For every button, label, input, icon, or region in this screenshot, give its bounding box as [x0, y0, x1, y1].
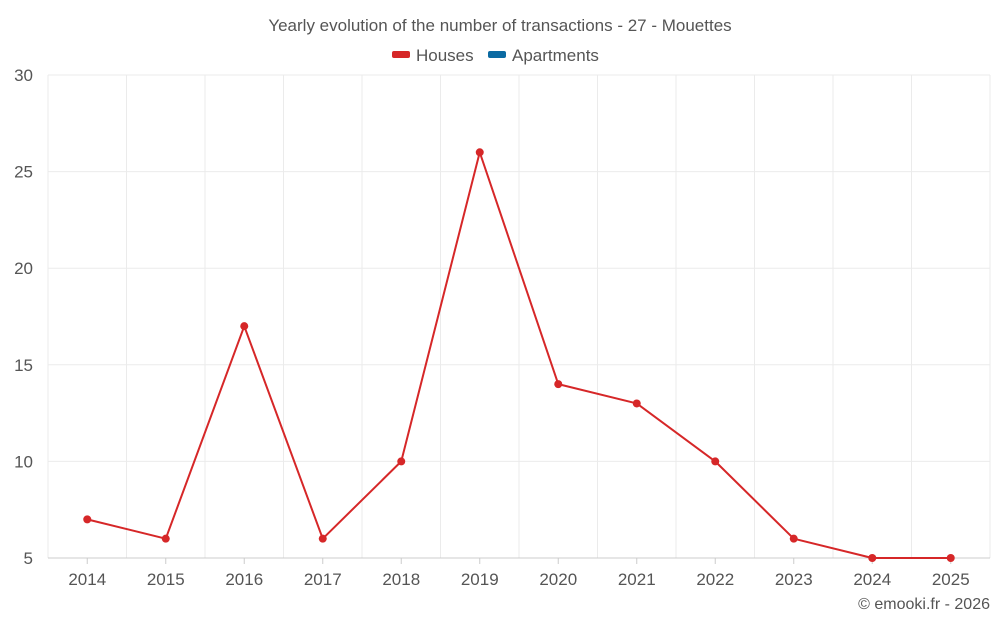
data-point-houses-2016[interactable] — [240, 322, 249, 331]
x-tick-label: 2021 — [618, 570, 656, 589]
data-point-houses-2015[interactable] — [161, 534, 170, 543]
x-tick-label: 2017 — [304, 570, 342, 589]
series-line-houses — [87, 151, 951, 559]
data-point-houses-2017[interactable] — [318, 534, 327, 543]
x-tick-label: 2024 — [853, 570, 891, 589]
chart-title: Yearly evolution of the number of transa… — [268, 16, 731, 35]
x-tick-label: 2016 — [225, 570, 263, 589]
x-tick-label: 2019 — [461, 570, 499, 589]
data-point-houses-2018[interactable] — [397, 457, 406, 466]
series-houses — [83, 148, 955, 562]
data-point-houses-2025[interactable] — [946, 554, 955, 562]
data-point-houses-2022[interactable] — [711, 457, 720, 466]
legend: Houses Apartments — [392, 46, 599, 65]
x-tick-label: 2025 — [932, 570, 970, 589]
data-point-houses-2014[interactable] — [83, 515, 92, 524]
legend-item-apartments[interactable]: Apartments — [488, 46, 599, 65]
y-tick-label: 5 — [24, 549, 33, 568]
x-tick-label: 2018 — [382, 570, 420, 589]
x-tick-label: 2014 — [68, 570, 106, 589]
legend-swatch-houses — [392, 51, 410, 58]
data-point-houses-2023[interactable] — [789, 534, 798, 543]
data-point-houses-2024[interactable] — [868, 554, 877, 562]
credit-text: © emooki.fr - 2026 — [858, 596, 990, 613]
data-point-houses-2021[interactable] — [632, 399, 641, 408]
y-tick-label: 10 — [14, 452, 33, 471]
data-point-houses-2020[interactable] — [554, 380, 563, 389]
x-axis: 2014 2015 2016 2017 2018 2019 2020 2021 2022 2023… — [48, 557, 990, 589]
legend-swatch-apartments — [488, 51, 506, 58]
legend-label-apartments: Apartments — [512, 46, 599, 65]
x-tick-label: 2023 — [775, 570, 813, 589]
legend-label-houses: Houses — [416, 46, 474, 65]
x-tick-label: 2015 — [147, 570, 185, 589]
legend-item-houses[interactable]: Houses — [392, 46, 474, 65]
y-tick-label: 30 — [14, 66, 33, 85]
grid — [47, 74, 991, 559]
y-tick-label: 15 — [14, 356, 33, 375]
y-axis: 5 10 15 20 25 30 — [14, 66, 33, 568]
x-tick-label: 2022 — [696, 570, 734, 589]
y-tick-label: 20 — [14, 259, 33, 278]
data-point-houses-2019[interactable] — [475, 148, 484, 157]
y-tick-label: 25 — [14, 163, 33, 182]
x-tick-label: 2020 — [539, 570, 577, 589]
